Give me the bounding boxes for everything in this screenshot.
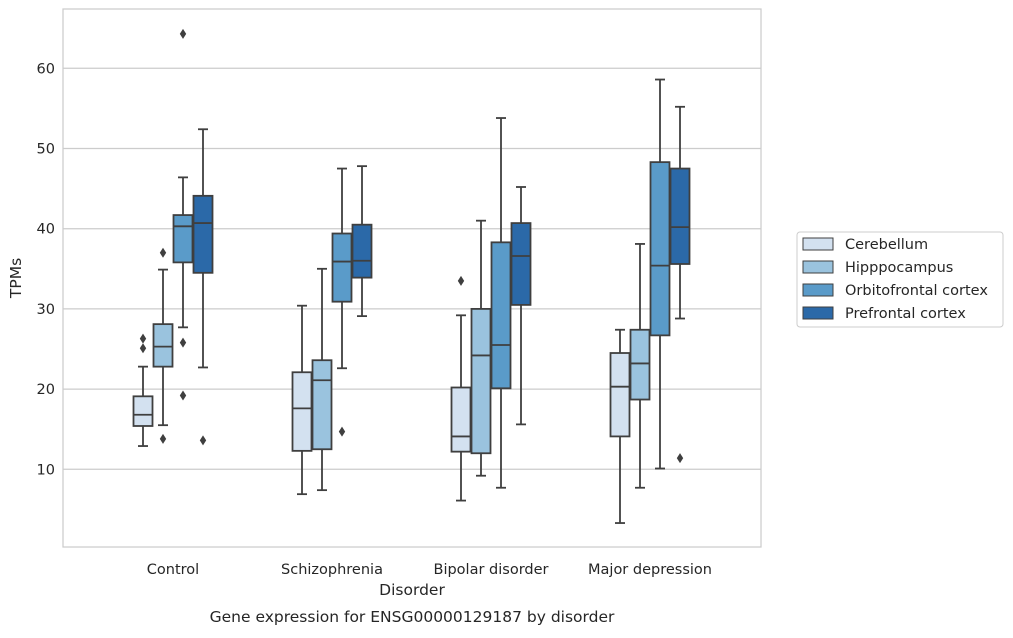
outlier-point [179, 28, 187, 39]
box-3-3 [669, 105, 691, 464]
box-iqr [172, 214, 194, 264]
y-axis-ticks: 10 20 30 40 50 60 [37, 61, 55, 478]
box-0-3 [192, 128, 214, 446]
legend-label: Orbitofrontal cortex [845, 283, 988, 299]
box-0-1 [152, 247, 174, 444]
box-1-3 [351, 165, 373, 318]
box-iqr [450, 386, 472, 453]
y-tick-label: 10 [37, 462, 55, 478]
box-iqr [132, 395, 154, 427]
legend: Cerebellum Hipppocampus Orbitofrontal cort… [796, 231, 1004, 328]
legend-label: Hipppocampus [845, 260, 953, 276]
box-iqr [609, 352, 631, 438]
box-iqr [510, 222, 532, 306]
x-tick-label: Control [147, 562, 199, 578]
legend-frame [796, 231, 1004, 328]
outlier-point [159, 433, 167, 444]
box-iqr [351, 223, 373, 279]
outlier-point [179, 390, 187, 401]
outlier-point [159, 247, 167, 258]
box-iqr [669, 167, 691, 265]
legend-swatch [802, 283, 834, 297]
box-1-2 [331, 167, 353, 437]
box-2-3 [510, 186, 532, 426]
plot-area [63, 9, 761, 547]
outlier-point [457, 275, 465, 286]
x-axis-ticks: Control Schizophrenia Bipolar disorder Majo… [147, 562, 712, 578]
box-0-2 [172, 28, 194, 401]
chart-caption: Gene expression for ENSG00000129187 by d… [210, 608, 615, 626]
legend-swatch [802, 306, 834, 320]
box-0-0 [132, 333, 154, 447]
y-tick-label: 30 [37, 302, 55, 318]
x-tick-label: Bipolar disorder [434, 562, 549, 578]
box-2-1 [470, 219, 492, 477]
box-3-0 [609, 328, 631, 524]
outlier-point [139, 333, 147, 344]
boxes [132, 28, 691, 524]
legend-label: Prefrontal cortex [845, 306, 966, 322]
outlier-point [676, 453, 684, 464]
box-3-2 [649, 78, 671, 470]
y-tick-label: 40 [37, 222, 55, 238]
plot-frame [62, 8, 762, 548]
box-2-2 [490, 117, 512, 489]
y-tick-label: 60 [37, 61, 55, 77]
x-axis-label: Disorder [379, 581, 445, 599]
y-axis-label: TPMs [7, 258, 25, 299]
box-3-1 [629, 243, 651, 489]
y-tick-label: 20 [37, 382, 55, 398]
legend-label: Cerebellum [845, 237, 928, 253]
box-iqr [649, 161, 671, 337]
box-iqr [192, 194, 214, 274]
outlier-point [139, 343, 147, 354]
box-1-1 [311, 267, 333, 492]
box-1-0 [291, 304, 313, 496]
legend-swatch [802, 260, 834, 274]
box-iqr [291, 371, 313, 452]
legend-swatch [802, 237, 834, 251]
x-tick-label: Schizophrenia [281, 562, 383, 578]
outlier-point [338, 426, 346, 437]
box-iqr [470, 307, 492, 455]
box-2-0 [450, 275, 472, 502]
box-iqr [331, 232, 353, 303]
y-tick-label: 50 [37, 142, 55, 158]
x-tick-label: Major depression [588, 562, 712, 578]
outlier-point [199, 435, 207, 446]
box-iqr [152, 323, 174, 368]
box-iqr [311, 359, 333, 451]
box-iqr [629, 328, 651, 401]
box-iqr [490, 241, 512, 390]
outlier-point [179, 337, 187, 348]
